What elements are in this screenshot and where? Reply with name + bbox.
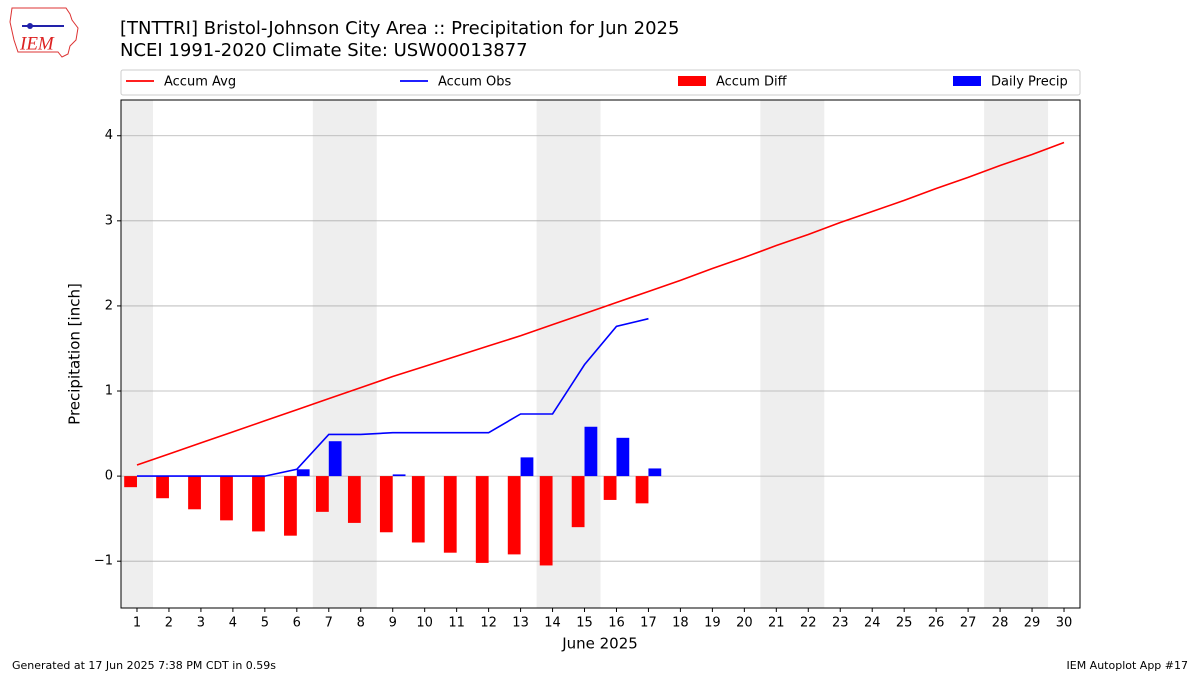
legend-label: Accum Diff — [716, 75, 788, 90]
x-tick-label: 14 — [544, 616, 561, 631]
line — [136, 317, 649, 477]
bar — [379, 476, 393, 533]
y-tick-label: −1 — [94, 554, 113, 569]
x-tick-label: 17 — [640, 616, 657, 631]
x-tick-label: 21 — [768, 616, 785, 631]
x-tick-label: 11 — [448, 616, 465, 631]
bar — [616, 437, 630, 477]
x-tick-label: 18 — [672, 616, 689, 631]
legend-box — [120, 69, 1081, 96]
legend-label: Accum Avg — [164, 75, 236, 90]
logo: IEM — [9, 7, 79, 58]
bar — [124, 476, 137, 488]
bar — [584, 426, 598, 477]
x-tick-label: 16 — [608, 616, 625, 631]
x-tick-label: 9 — [389, 616, 397, 631]
bar — [603, 476, 617, 500]
x-tick-label: 30 — [1056, 616, 1073, 631]
bar — [411, 476, 425, 543]
chart-title: [TNTTRI] Bristol-Johnson City Area :: Pr… — [120, 18, 679, 39]
bar — [296, 469, 310, 477]
x-tick-label: 19 — [704, 616, 721, 631]
logo-outline — [9, 7, 79, 58]
x-tick-label: 25 — [896, 616, 913, 631]
line — [136, 141, 1065, 466]
bar — [475, 476, 489, 563]
legend-swatch — [678, 76, 706, 86]
x-tick-label: 2 — [165, 616, 173, 631]
y-tick-label: 1 — [105, 384, 113, 399]
bar — [539, 476, 553, 566]
bar — [520, 457, 534, 477]
shaded-span — [760, 100, 825, 608]
x-tick-label: 10 — [416, 616, 433, 631]
y-axis-label: Precipitation [inch] — [66, 283, 84, 425]
bar — [507, 476, 521, 555]
shaded-span — [984, 100, 1049, 608]
x-tick-label: 1 — [133, 616, 141, 631]
bar — [392, 474, 406, 477]
legend-swatch — [953, 76, 981, 86]
bar — [156, 476, 169, 499]
bar — [252, 476, 265, 532]
shaded-span — [121, 100, 153, 608]
x-tick-label: 8 — [357, 616, 365, 631]
logo-text: IEM — [19, 33, 55, 54]
legend-label: Accum Obs — [438, 75, 511, 90]
y-tick-label: 3 — [105, 213, 113, 228]
bar — [571, 476, 585, 528]
bar — [443, 476, 457, 553]
x-tick-label: 4 — [229, 616, 237, 631]
bar — [635, 476, 649, 504]
bar — [315, 476, 329, 512]
x-tick-label: 28 — [992, 616, 1009, 631]
x-tick-label: 6 — [293, 616, 301, 631]
chart-subtitle: NCEI 1991-2020 Climate Site: USW00013877 — [120, 40, 528, 61]
bar — [328, 441, 342, 477]
x-tick-label: 15 — [576, 616, 593, 631]
x-tick-label: 27 — [960, 616, 977, 631]
x-tick-label: 29 — [1024, 616, 1041, 631]
footer-right: IEM Autoplot App #17 — [1067, 659, 1189, 672]
x-tick-label: 3 — [197, 616, 205, 631]
bar — [648, 468, 662, 477]
x-tick-label: 12 — [480, 616, 497, 631]
bar — [188, 476, 201, 510]
y-tick-label: 4 — [105, 128, 113, 143]
shaded-span — [312, 100, 377, 608]
x-tick-label: 23 — [832, 616, 849, 631]
x-tick-label: 7 — [325, 616, 333, 631]
legend-label: Daily Precip — [991, 75, 1068, 90]
bar — [220, 476, 233, 521]
x-axis-label: June 2025 — [561, 635, 638, 653]
bar — [347, 476, 361, 523]
plot-frame — [120, 99, 1081, 609]
x-tick-label: 22 — [800, 616, 817, 631]
x-tick-label: 26 — [928, 616, 945, 631]
x-tick-label: 20 — [736, 616, 753, 631]
x-tick-label: 24 — [864, 616, 881, 631]
y-tick-label: 2 — [105, 298, 113, 313]
bar — [284, 476, 297, 536]
y-tick-label: 0 — [105, 469, 113, 484]
x-tick-label: 5 — [261, 616, 269, 631]
logo-dot — [27, 23, 33, 29]
x-tick-label: 13 — [512, 616, 529, 631]
footer-left: Generated at 17 Jun 2025 7:38 PM CDT in … — [12, 659, 276, 672]
